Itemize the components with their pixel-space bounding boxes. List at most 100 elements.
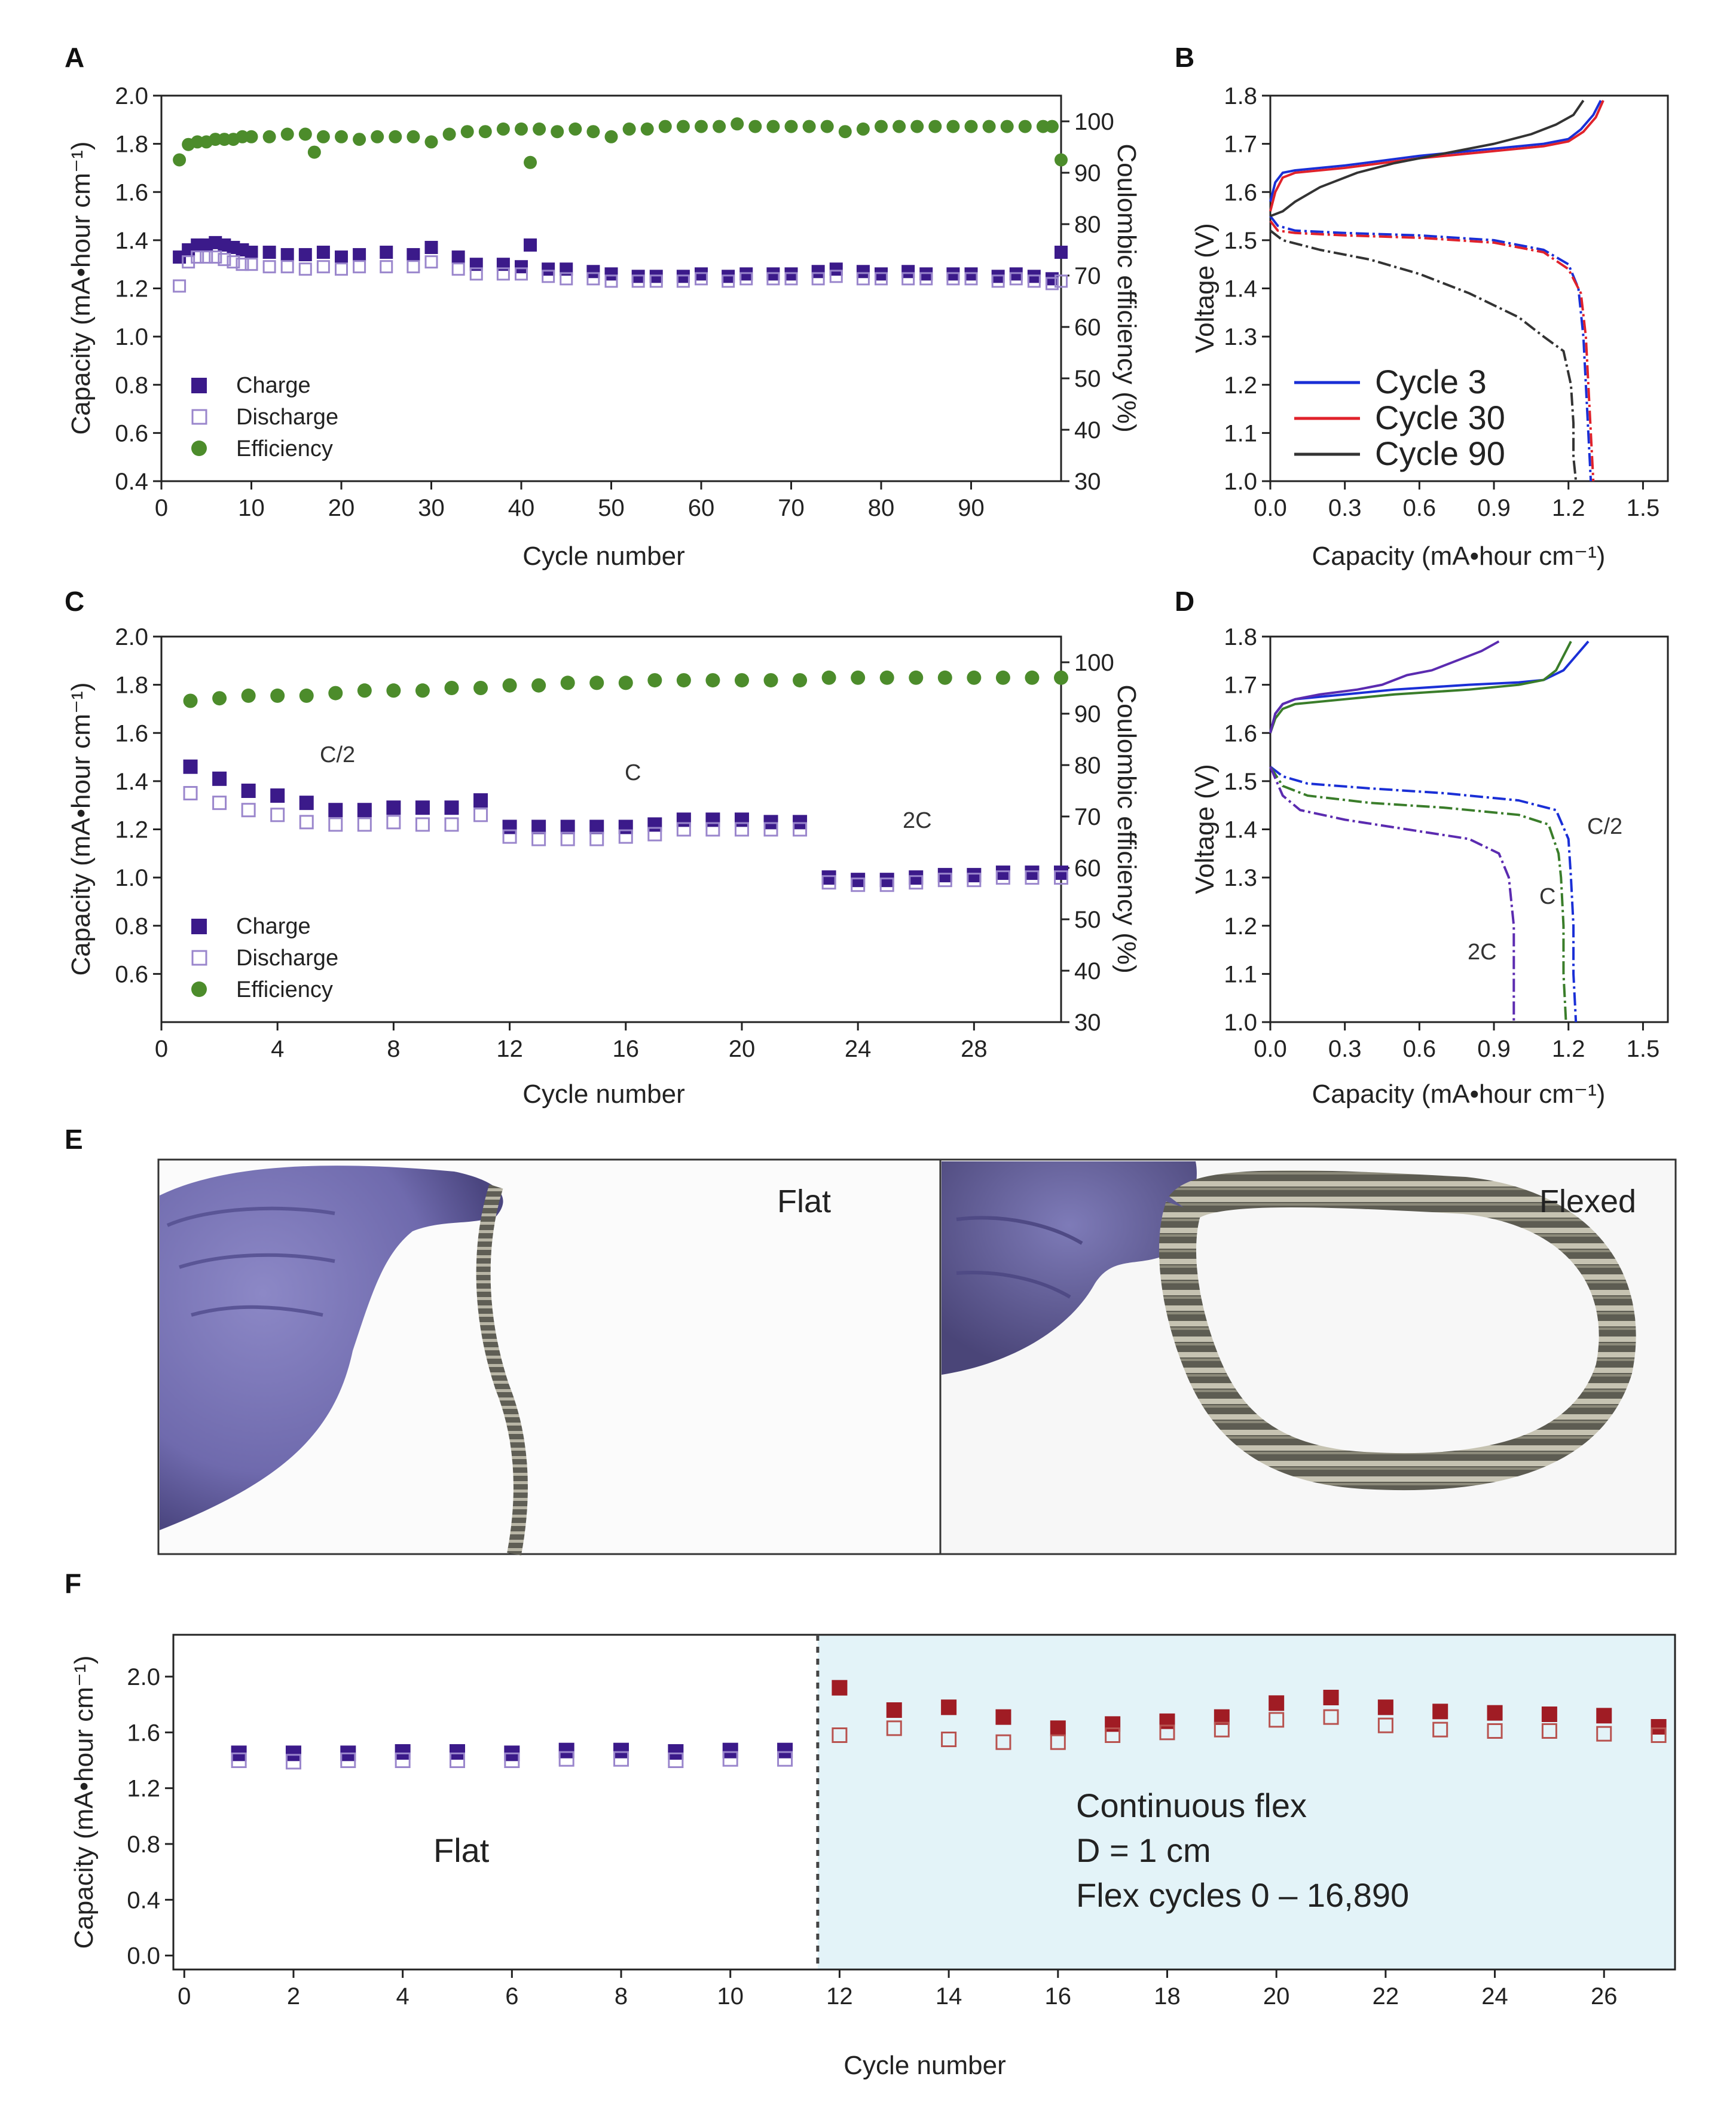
chart-a-discharge-point (631, 274, 645, 288)
chart-f-ytick-label: 1.6 (127, 1720, 160, 1746)
chart-d-ytick-label: 1.5 (1224, 769, 1257, 795)
chart-a-discharge-point (496, 267, 510, 281)
chart-a-charge-point (424, 240, 438, 254)
chart-c-charge-point (444, 800, 459, 815)
chart-a-discharge-point (722, 274, 735, 288)
chart-c-efficiency-point (879, 670, 894, 685)
chart-a-efficiency-point (478, 125, 492, 139)
chart-a-discharge-point (1009, 272, 1023, 286)
chart-d-xtick-label: 0.3 (1328, 1036, 1362, 1062)
chart-c-charge-point (734, 812, 749, 827)
chart-c-charge-point (793, 815, 808, 830)
chart-c-charge-point (1054, 866, 1068, 880)
chart-c-y2tick-label: 90 (1074, 701, 1101, 727)
chart-c-discharge-point (937, 873, 952, 888)
chart-c-discharge-point (589, 831, 604, 846)
chart-a-xtick-label: 70 (778, 495, 805, 521)
chart-c-xtick-label: 12 (496, 1036, 523, 1062)
panel-label-c: C (65, 586, 84, 617)
chart-a-xtick-label: 60 (688, 495, 715, 521)
chart-c-xtick-label: 28 (961, 1036, 988, 1062)
chart-a-discharge-point (353, 260, 366, 274)
chart-c-y2tick-label: 50 (1074, 907, 1101, 933)
chart-c-efficiency-point (793, 673, 808, 688)
chart-c-efficiency-point (995, 670, 1010, 685)
chart-c-discharge-point (821, 875, 836, 890)
chart-c-efficiency-point (299, 688, 314, 703)
chart-a-discharge-point (695, 272, 708, 286)
chart-a-discharge-point (739, 272, 753, 286)
chart-a-efficiency-point (307, 145, 321, 159)
chart-b-xtick-label: 0.3 (1328, 495, 1362, 521)
glove-fold-lines (956, 1216, 1083, 1299)
chart-f-flat-discharge-point (504, 1753, 520, 1768)
chart-c-efficiency-point (560, 675, 575, 690)
chart-a-efficiency-point (371, 130, 384, 143)
chart-f-flat-discharge-point (340, 1753, 356, 1768)
chart-c-ytick-label: 1.6 (115, 720, 148, 747)
chart-a-discharge-point (829, 270, 843, 283)
chart-f-flex-discharge-point (1651, 1727, 1667, 1743)
chart-c-charge-point (386, 800, 401, 815)
chart-a-efficiency-point (533, 122, 546, 136)
chart-f-flat-discharge-point (449, 1753, 465, 1768)
chart-a-ytick-label: 1.4 (115, 228, 148, 254)
chart-c-ytick-label: 0.8 (115, 913, 148, 940)
chart-a-efficiency-point (407, 130, 420, 143)
legend-charge-label: Charge (236, 373, 311, 398)
chart-f-xtick-label: 14 (936, 1983, 962, 2010)
chart-f-flat-charge-point (449, 1744, 465, 1760)
chart-f-flex-charge-point (1377, 1699, 1393, 1715)
chart-a-efficiency-point (640, 122, 654, 136)
chart-c-ytick-label: 1.2 (115, 817, 148, 843)
chart-a-discharge-point (649, 274, 663, 288)
chart-f-flat-discharge-point (613, 1751, 629, 1767)
chart-a-xtick-label: 50 (598, 495, 625, 521)
chart-b-ytick-label: 1.6 (1224, 179, 1257, 206)
chart-a-discharge-point (919, 272, 933, 286)
chart-f-flex-charge-point (1050, 1720, 1066, 1736)
chart-f-flex-discharge-point (995, 1734, 1011, 1750)
chart-f-flat-charge-point (777, 1742, 793, 1759)
legend-efficiency-label: Efficiency (236, 436, 333, 461)
chart-a-discharge-point (766, 272, 780, 286)
chart-a-charge-point (811, 265, 825, 279)
glove-fold-lines (166, 1206, 335, 1317)
chart-f-ytick-label: 0.4 (127, 1887, 160, 1913)
chart-a-discharge-point (469, 267, 483, 281)
chart-c-efficiency-point (328, 686, 343, 701)
panel-label-d: D (1175, 586, 1194, 617)
photo-panel-e: Flat Flexed (157, 1158, 1677, 1556)
legend-cycle30-label: Cycle 30 (1375, 399, 1505, 436)
legend-charge-marker (191, 919, 207, 934)
chart-a-efficiency-point (262, 130, 276, 143)
chart-c-ytick-label: 0.6 (115, 961, 148, 987)
chart-a-charge-point (604, 267, 618, 281)
chart-c-efficiency-point (386, 683, 401, 698)
chart-a-discharge-point (236, 258, 249, 271)
chart-c-discharge-point (705, 822, 720, 837)
chart-d-charge-curve (1269, 641, 1572, 733)
chart-c-legend: Charge Discharge Efficiency (191, 914, 338, 1002)
chart-f-flex-discharge-point (941, 1732, 957, 1747)
chart-c-efficiency-point (531, 678, 546, 693)
chart-a-charge-point (280, 248, 294, 262)
chart-a-y2tick-label: 80 (1074, 212, 1101, 238)
chart-c-efficiency-point (647, 673, 662, 688)
chart-c-discharge-point (676, 822, 691, 837)
chart-c-efficiency-point (270, 688, 285, 703)
chart-f-xtick-label: 24 (1481, 1983, 1508, 2010)
chart-c-xtick-label: 0 (155, 1036, 168, 1062)
chart-c-charge-point (270, 788, 285, 803)
chart-a-efficiency-point (1036, 120, 1050, 133)
chart-c-ytick-label: 1.0 (115, 865, 148, 891)
chart-b-discharge-curve (1269, 230, 1578, 482)
chart-a-discharge-point (560, 272, 573, 286)
chart-a-efficiency-point (731, 117, 744, 131)
chart-d-annotation-c2: C/2 (1587, 814, 1622, 839)
chart-c-charge-point (647, 817, 662, 832)
chart-a-efficiency-point (280, 127, 294, 141)
chart-a-efficiency-point (1045, 120, 1059, 133)
chart-a-efficiency-point (424, 135, 438, 149)
